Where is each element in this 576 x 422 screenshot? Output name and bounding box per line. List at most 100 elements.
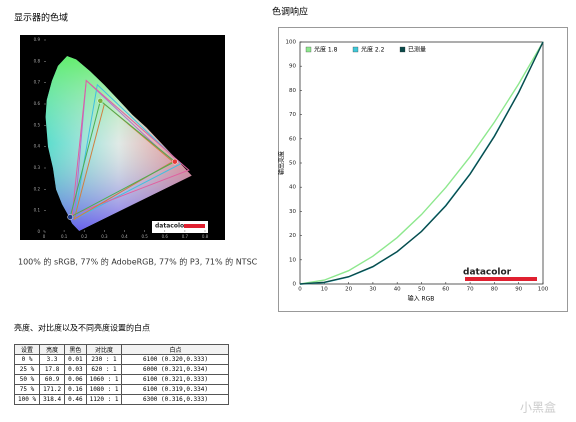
- y-tick-label: 0.9: [34, 37, 41, 42]
- x-tick-label: 0.2: [81, 234, 88, 239]
- gamut-triangle: [73, 83, 182, 221]
- x-tick-label: 0.1: [61, 234, 68, 239]
- primary-point: [171, 158, 178, 165]
- x-tick-label: 0.7: [182, 234, 189, 239]
- table-cell: 620 : 1: [85, 364, 123, 375]
- table-cell: 6100 (0.320,0.333): [121, 354, 230, 365]
- gamut-caption: 100% 的 sRGB, 77% 的 AdobeRGB, 77% 的 P3, 7…: [18, 257, 258, 267]
- brand-bar: [184, 224, 205, 228]
- x-tick-label: 0.4: [121, 234, 128, 239]
- table-cell: 6100 (0.321,0.333): [121, 374, 230, 385]
- x-tick-label: 0.3: [101, 234, 108, 239]
- table-cell: 50 %: [13, 374, 41, 385]
- x-tick-label: 0.6: [162, 234, 169, 239]
- table-cell: 0.01: [64, 354, 87, 365]
- x-tick-label: 0: [43, 234, 46, 239]
- table-cell: 0.46: [64, 394, 87, 405]
- table-cell: 6000 (0.321,0.334): [121, 364, 230, 375]
- x-tick-label: 0: [298, 287, 302, 293]
- primary-point: [97, 97, 104, 104]
- y-tick-label: 0.8: [34, 58, 41, 63]
- header-cell: 亮度: [39, 344, 66, 355]
- header-cell: 黑色: [64, 344, 87, 355]
- response-frame: [278, 27, 568, 312]
- table-cell: 60.9: [39, 374, 66, 385]
- table-cell: 1060 : 1: [85, 374, 123, 385]
- y-tick-label: 0.5: [34, 122, 41, 127]
- y-tick-label: 0: [37, 229, 40, 234]
- x-tick-label: 80: [491, 287, 498, 293]
- y-tick-label: 80: [289, 88, 296, 94]
- header-cell: 对比度: [85, 344, 123, 355]
- brand-bar: [465, 277, 537, 281]
- header-cell: 白点: [121, 344, 230, 355]
- table-cell: 171.2: [39, 384, 66, 395]
- brand: datacolor: [463, 268, 512, 278]
- gamut-triangle: [69, 99, 176, 219]
- legend-swatch: [399, 46, 406, 53]
- table-cell: 6300 (0.316,0.333): [121, 394, 230, 405]
- y-tick-label: 100: [286, 40, 297, 46]
- watermark: 小黑盒: [520, 400, 556, 415]
- x-tick-label: 30: [369, 287, 376, 293]
- y-tick-label: 0.7: [34, 80, 41, 85]
- y-tick-label: 0.2: [34, 186, 41, 191]
- table-cell: 230 : 1: [85, 354, 123, 365]
- legend-label: 光度 2.2: [361, 46, 385, 54]
- legend-label: 光度 1.8: [314, 46, 338, 54]
- table-cell: 75 %: [13, 384, 41, 395]
- y-tick-label: 0.1: [34, 208, 41, 213]
- y-tick-label: 60: [289, 136, 296, 142]
- table-cell: 0.03: [64, 364, 87, 375]
- table-row: 75 % 171.2 0.16 1080 : 1 6100 (0.319,0.334): [13, 384, 230, 395]
- table-row: 25 % 17.8 0.03 620 : 1 6000 (0.321,0.334): [13, 364, 230, 375]
- table-cell: 0.06: [64, 374, 87, 385]
- x-axis-label: 输入 RGB: [408, 295, 435, 303]
- y-tick-label: 10: [289, 257, 296, 263]
- primary-point: [67, 214, 74, 220]
- legend-swatch: [305, 46, 312, 53]
- x-tick-label: 40: [394, 287, 401, 293]
- y-tick-label: 90: [289, 64, 296, 70]
- gamut-title: 显示器的色域: [14, 12, 68, 24]
- legend-label: 已测量: [408, 46, 426, 54]
- x-tick-label: 50: [418, 287, 425, 293]
- table-cell: 1120 : 1: [85, 394, 123, 405]
- brand: datacolor: [155, 223, 187, 230]
- table-cell: 3.3: [39, 354, 66, 365]
- table-cell: 0.16: [64, 384, 87, 395]
- y-tick-label: 40: [289, 185, 296, 191]
- table-row: 0 % 3.3 0.01 230 : 1 6100 (0.320,0.333): [13, 354, 230, 365]
- y-axis-label: 输出亮度: [278, 151, 286, 175]
- response-title: 色调响应: [272, 6, 308, 18]
- legend-swatch: [352, 46, 359, 53]
- data-table: 设置 亮度 黑色 对比度 白点 0 % 3.3 0.01 230 : 1 6100 (0.320,…: [13, 344, 230, 405]
- x-tick-label: 0.5: [141, 234, 148, 239]
- table-title: 亮度、对比度以及不同亮度设置的白点: [14, 323, 150, 333]
- y-tick-label: 0.4: [34, 144, 41, 149]
- x-tick-label: 20: [345, 287, 352, 293]
- table-cell: 0 %: [13, 354, 41, 365]
- x-tick-label: 100: [538, 287, 549, 293]
- table-cell: 6100 (0.319,0.334): [121, 384, 230, 395]
- table-cell: 318.4: [39, 394, 66, 405]
- y-tick-label: 0.3: [34, 165, 41, 170]
- response-line: [299, 41, 544, 285]
- table-cell: 17.8: [39, 364, 66, 375]
- y-tick-label: 50: [289, 161, 296, 167]
- x-tick-label: 90: [515, 287, 522, 293]
- y-tick-label: 70: [289, 112, 296, 118]
- x-tick-label: 70: [467, 287, 474, 293]
- table-cell: 25 %: [13, 364, 41, 375]
- gamut-triangle: [73, 103, 174, 221]
- y-tick-label: 0.6: [34, 101, 41, 106]
- y-tick-label: 0: [293, 282, 297, 288]
- response-line: [299, 41, 544, 285]
- x-tick-label: 10: [321, 287, 328, 293]
- x-tick-label: 60: [442, 287, 449, 293]
- table-cell: 1080 : 1: [85, 384, 123, 395]
- y-tick-label: 20: [289, 233, 296, 239]
- gamut-triangle: [71, 79, 190, 216]
